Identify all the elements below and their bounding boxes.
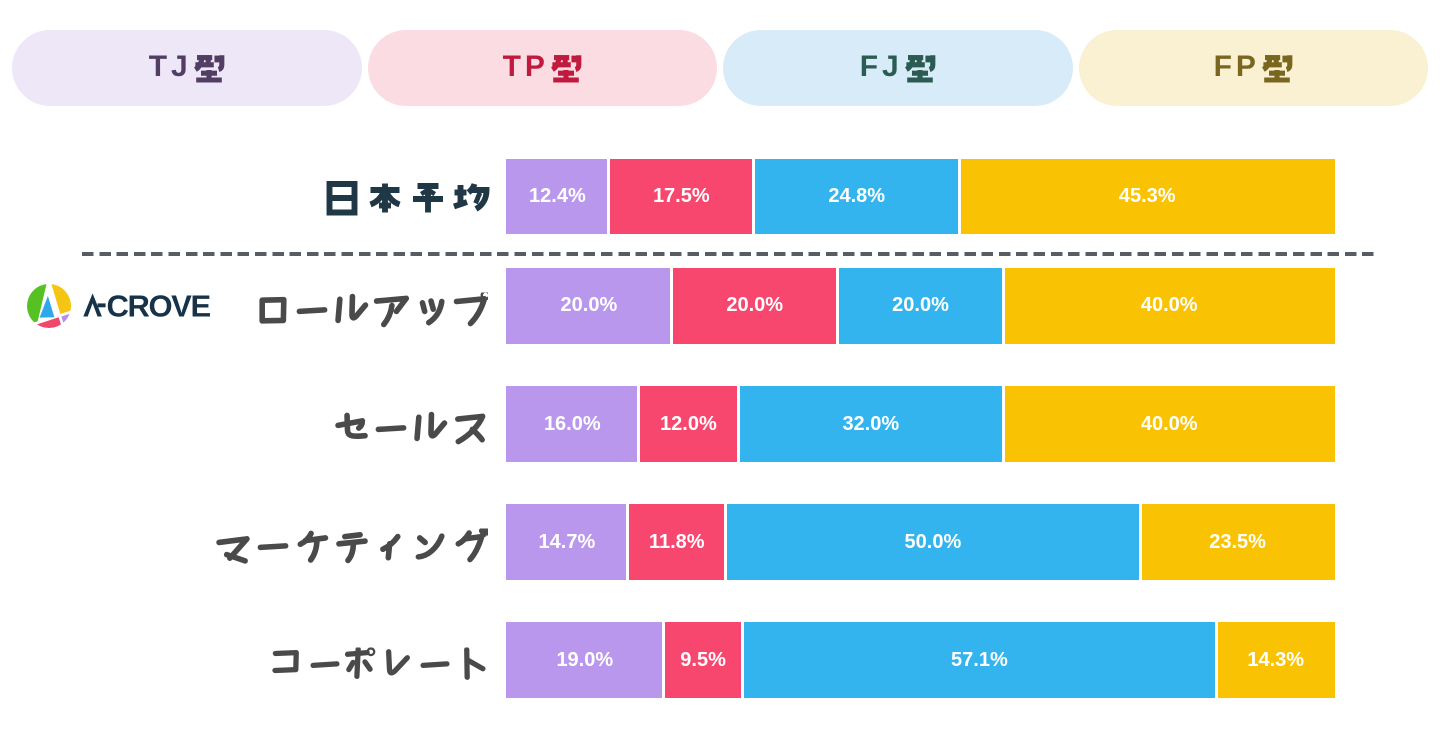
svg-text:CROVE: CROVE — [107, 290, 211, 324]
